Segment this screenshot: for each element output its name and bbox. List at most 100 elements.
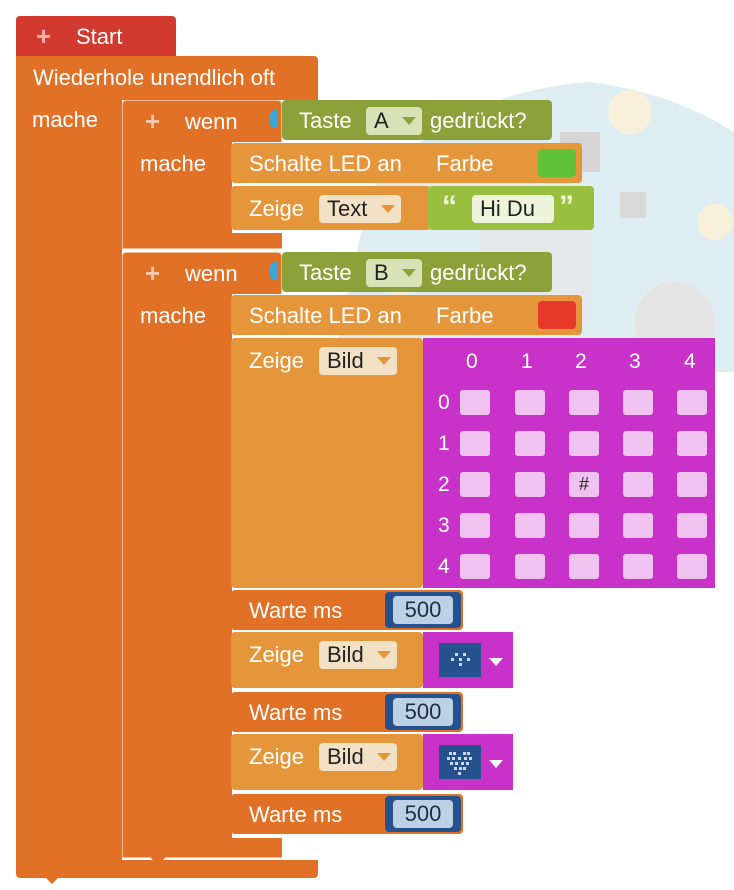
grid-cell[interactable]	[460, 554, 490, 579]
chevron-down-icon	[381, 205, 395, 213]
loop-block[interactable]	[16, 56, 318, 100]
image-picker-3[interactable]	[423, 734, 513, 790]
grid-cell[interactable]	[569, 390, 599, 415]
show-image-type-value: Bild	[327, 348, 364, 373]
wait-1-number-block[interactable]: 500	[385, 592, 461, 628]
if-a-label: wenn	[185, 109, 238, 134]
loop-do-label: mache	[32, 107, 99, 132]
if-b-left-arm	[122, 293, 232, 841]
loop-bottom-arm	[16, 860, 318, 878]
grid-cell[interactable]	[677, 554, 707, 579]
if-a-left-arm	[122, 141, 232, 233]
show-image-2-type-value: Bild	[327, 642, 364, 667]
button-a-value: A	[374, 108, 389, 133]
grid-cell[interactable]	[460, 431, 490, 456]
grid-cell[interactable]	[515, 390, 545, 415]
heart-icon-svg	[447, 752, 472, 775]
grid-cell[interactable]	[677, 431, 707, 456]
show-image-block[interactable]: Zeige Bild	[231, 338, 423, 588]
wait-1-value[interactable]: 500	[393, 596, 453, 624]
grid-cell[interactable]	[623, 431, 653, 456]
grid-col-header: 2	[575, 350, 587, 373]
grid-cell[interactable]	[460, 472, 490, 497]
start-label: Start	[76, 24, 123, 49]
button-b-dropdown[interactable]: B	[366, 259, 422, 287]
condition-b-prefix: Taste	[299, 260, 352, 285]
grid-cell[interactable]	[515, 513, 545, 538]
image-grid-block[interactable]: 0 1 2 3 4 0 1 2 3 4 #	[423, 338, 715, 588]
show-image-type-dropdown[interactable]: Bild	[319, 347, 397, 375]
if-a-add-icon[interactable]: +	[145, 106, 161, 136]
wait-2-value[interactable]: 500	[393, 698, 453, 726]
text-value: Hi Du	[480, 196, 536, 221]
text-value-block[interactable]: “ Hi Du ”	[428, 186, 594, 230]
show-a-type-dropdown[interactable]: Text	[319, 195, 401, 223]
grid-cell[interactable]	[515, 472, 545, 497]
if-b-add-icon[interactable]: +	[145, 258, 161, 288]
grid-cell[interactable]	[569, 554, 599, 579]
condition-b-suffix: gedrückt?	[430, 260, 527, 285]
led-b-color-label: Farbe	[436, 303, 494, 328]
small-heart-icon-svg	[451, 653, 470, 666]
grid-row-header: 1	[438, 432, 450, 455]
led-block-a[interactable]: Schalte LED an Farbe	[231, 143, 582, 183]
condition-button-a[interactable]: Taste A gedrückt?	[282, 100, 552, 140]
chevron-down-icon	[377, 357, 391, 365]
led-a-color-swatch[interactable]	[538, 149, 576, 177]
if-b-condition-connector	[270, 262, 278, 280]
button-b-value: B	[374, 260, 389, 285]
show-image-2-type-dropdown[interactable]: Bild	[319, 641, 397, 669]
grid-cell-selected[interactable]: #	[569, 472, 599, 497]
if-a-condition-connector	[270, 110, 278, 128]
chevron-down-icon	[377, 651, 391, 659]
grid-cell[interactable]	[460, 390, 490, 415]
if-b-bottom-arm	[122, 838, 282, 858]
grid-col-header: 1	[521, 350, 533, 373]
open-quote-icon: “	[442, 190, 457, 223]
chevron-down-icon[interactable]	[489, 658, 503, 666]
loop-label: Wiederhole unendlich oft	[33, 65, 276, 90]
show-image-3-type-dropdown[interactable]: Bild	[319, 743, 397, 771]
grid-cell[interactable]	[569, 513, 599, 538]
button-a-dropdown[interactable]: A	[366, 107, 422, 135]
grid-cell[interactable]	[515, 554, 545, 579]
show-image-block-3[interactable]: Zeige Bild	[231, 734, 423, 790]
show-text-block-a[interactable]: Zeige Text	[231, 186, 431, 230]
if-block-a[interactable]	[122, 100, 282, 142]
show-image-block-2[interactable]: Zeige Bild	[231, 632, 423, 688]
condition-button-b[interactable]: Taste B gedrückt?	[282, 252, 552, 292]
led-b-label: Schalte LED an	[249, 303, 402, 328]
add-icon[interactable]: +	[36, 21, 52, 51]
start-block[interactable]: + Start	[16, 16, 176, 56]
if-block-b[interactable]	[122, 252, 282, 294]
show-image-2-label: Zeige	[249, 642, 305, 667]
led-b-color-swatch[interactable]	[538, 301, 576, 329]
if-a-bottom-arm	[122, 233, 282, 249]
grid-row-header: 0	[438, 391, 450, 414]
grid-cell[interactable]	[677, 390, 707, 415]
image-picker-2[interactable]	[423, 632, 513, 688]
wait-3-number-block[interactable]: 500	[385, 796, 461, 832]
chevron-down-icon[interactable]	[489, 760, 503, 768]
grid-cell[interactable]	[460, 513, 490, 538]
grid-cell[interactable]	[515, 431, 545, 456]
grid-cell[interactable]	[623, 390, 653, 415]
wait-3-value[interactable]: 500	[393, 800, 453, 828]
show-a-type-value: Text	[327, 196, 368, 221]
led-block-b[interactable]: Schalte LED an Farbe	[231, 295, 582, 335]
condition-a-suffix: gedrückt?	[430, 108, 527, 133]
grid-col-header: 3	[629, 350, 641, 373]
grid-cell[interactable]	[623, 554, 653, 579]
grid-cell[interactable]	[569, 431, 599, 456]
led-a-label: Schalte LED an	[249, 151, 402, 176]
wait-3-label: Warte ms	[249, 802, 343, 827]
grid-cell[interactable]	[677, 472, 707, 497]
grid-cell[interactable]	[623, 513, 653, 538]
grid-cell[interactable]	[623, 472, 653, 497]
chevron-down-icon	[377, 753, 391, 761]
text-value-field[interactable]: Hi Du	[472, 195, 554, 223]
wait-2-number-block[interactable]: 500	[385, 694, 461, 730]
led-a-color-label: Farbe	[436, 151, 494, 176]
if-b-do-label: mache	[140, 303, 207, 328]
grid-cell[interactable]	[677, 513, 707, 538]
